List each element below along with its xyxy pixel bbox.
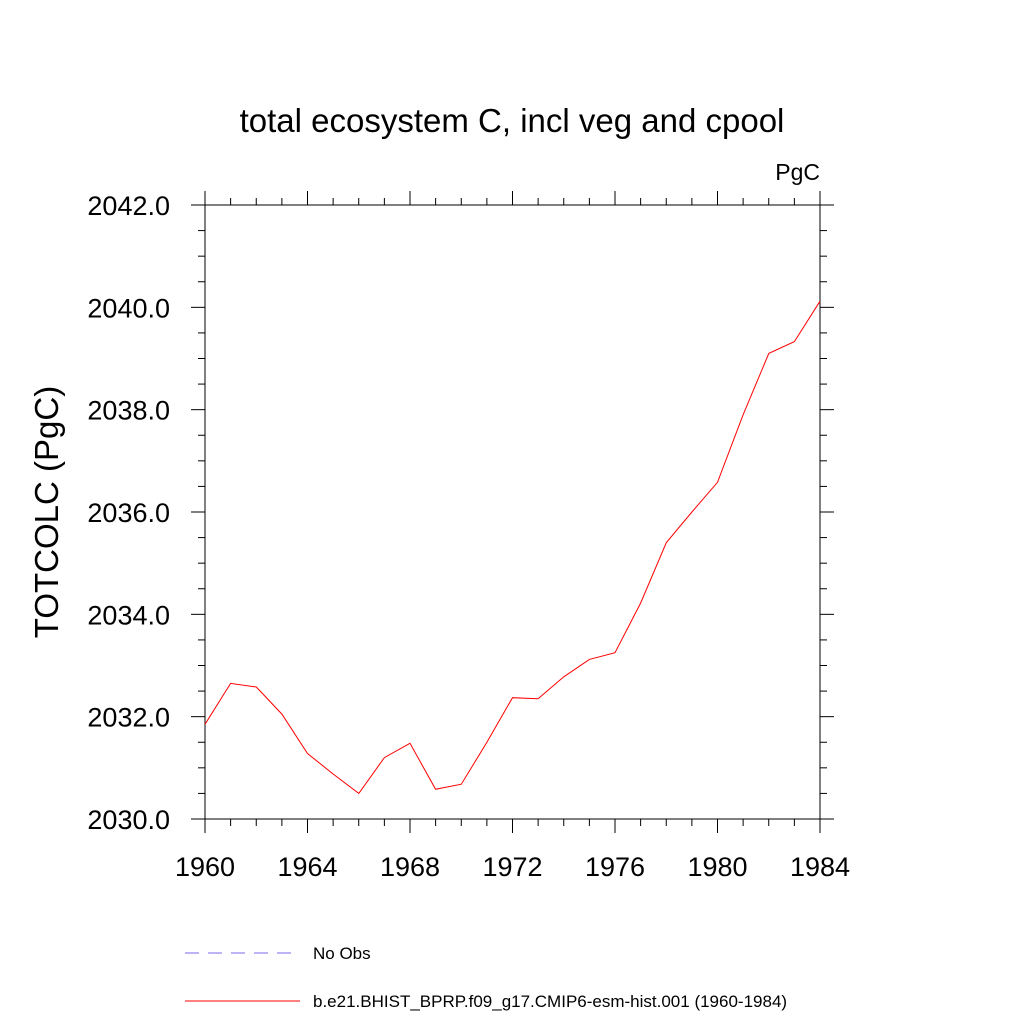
x-tick-label: 1964 xyxy=(277,852,337,882)
x-tick-label: 1984 xyxy=(790,852,850,882)
data-point xyxy=(563,676,565,678)
data-point xyxy=(768,352,770,354)
y-tick-label: 2030.0 xyxy=(87,805,170,835)
data-point xyxy=(358,792,360,794)
data-point xyxy=(512,697,514,699)
series-line xyxy=(204,300,821,795)
units-label: PgC xyxy=(775,159,820,185)
x-tick-label: 1960 xyxy=(175,852,235,882)
y-tick-label: 2032.0 xyxy=(87,703,170,733)
plot-frame xyxy=(204,204,821,820)
data-points xyxy=(204,300,821,794)
legend-label-model-run: b.e21.BHIST_BPRP.f09_g17.CMIP6-esm-hist.… xyxy=(313,992,787,1011)
data-point xyxy=(486,741,488,743)
data-point xyxy=(614,652,616,654)
y-tick-label: 2038.0 xyxy=(87,396,170,426)
data-point xyxy=(691,511,693,513)
data-point xyxy=(640,602,642,604)
y-tick-label: 2040.0 xyxy=(87,293,170,323)
data-point xyxy=(793,341,795,343)
data-point xyxy=(307,753,309,755)
x-tick-label: 1980 xyxy=(687,852,747,882)
data-point xyxy=(255,686,257,688)
x-tick-label: 1968 xyxy=(380,852,440,882)
data-point xyxy=(665,542,667,544)
data-point xyxy=(742,414,744,416)
data-point xyxy=(230,682,232,684)
data-point xyxy=(435,788,437,790)
data-point xyxy=(819,300,821,302)
axis-ticks xyxy=(191,191,834,833)
y-axis-label: TOTCOLC (PgC) xyxy=(28,386,65,638)
x-tick-label: 1972 xyxy=(482,852,542,882)
data-point xyxy=(588,658,590,660)
data-point xyxy=(717,481,719,483)
chart-title: total ecosystem C, incl veg and cpool xyxy=(240,102,785,139)
data-point xyxy=(281,713,283,715)
data-point xyxy=(460,783,462,785)
data-point xyxy=(383,757,385,759)
y-tick-label: 2042.0 xyxy=(87,191,170,221)
data-point xyxy=(409,742,411,744)
legend: No Obs b.e21.BHIST_BPRP.f09_g17.CMIP6-es… xyxy=(185,944,787,1011)
x-tick-labels: 1960 1964 1968 1972 1976 1980 1984 xyxy=(175,852,850,882)
x-tick-label: 1976 xyxy=(585,852,645,882)
data-point xyxy=(332,773,334,775)
y-tick-labels: 2030.0 2032.0 2034.0 2036.0 2038.0 2040.0 2042… xyxy=(87,191,170,835)
y-tick-label: 2034.0 xyxy=(87,600,170,630)
legend-label-no-obs: No Obs xyxy=(313,944,371,963)
data-point xyxy=(537,698,539,700)
y-tick-label: 2036.0 xyxy=(87,498,170,528)
data-point xyxy=(204,723,206,725)
